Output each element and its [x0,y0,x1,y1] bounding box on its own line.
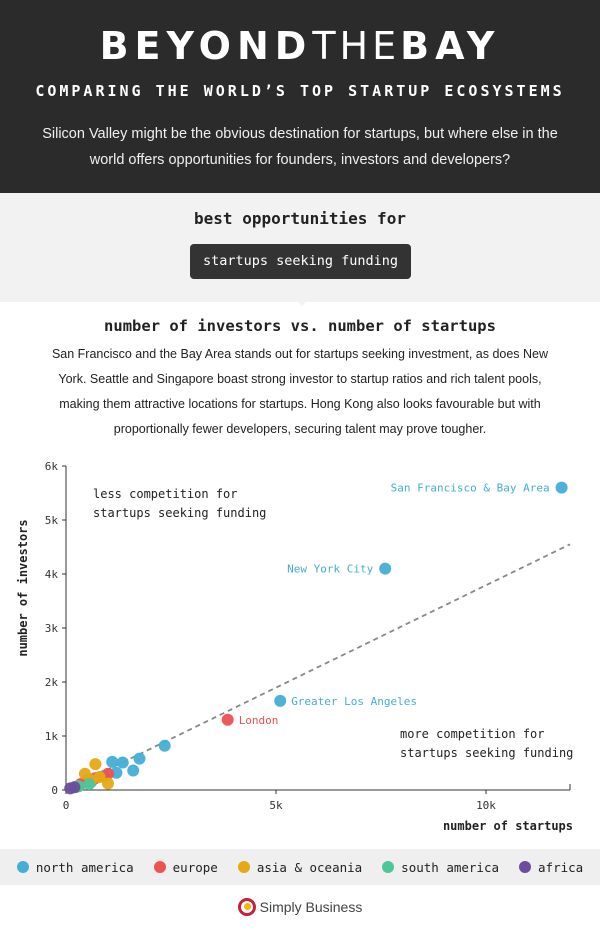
brand-name: Simply Business [259,899,363,915]
data-point [89,758,102,771]
data-point [102,777,114,790]
annotation-text: less competition for [93,487,238,501]
legend-item: asia & oceania [237,859,363,875]
y-tick-label: 0 [51,784,58,797]
chart-heading: number of investors vs. number of startu… [104,317,496,335]
data-point [158,739,171,752]
page-subtitle: COMPARING THE WORLD’S TOP STARTUP ECOSYS… [35,82,565,100]
title-word-the: THE [312,24,401,68]
data-point-label: San Francisco & Bay Area [391,482,550,495]
data-point [127,764,140,777]
chart-description: San Francisco and the Bay Area stands ou… [51,347,549,436]
y-tick-label: 3k [45,622,59,635]
data-point [116,756,129,769]
legend-swatch [16,861,29,873]
data-point [83,778,96,791]
y-tick-label: 1k [45,730,59,743]
brand-logo: Simply Business [0,898,600,916]
y-tick-label: 6k [45,460,59,473]
x-tick-label: 5k [269,799,283,812]
legend-label: south america [401,859,500,875]
header-banner: BEYONDTHEBAY COMPARING THE WORLD’S TOP S… [0,0,600,193]
legend-item: north america [16,859,134,875]
legend-swatch [153,861,166,873]
x-axis-label: number of startups [443,819,573,833]
title-word-bay: BAY [400,24,501,68]
y-tick-label: 2k [45,676,59,689]
data-point [555,481,568,494]
legend: north america europe asia & oceania south a… [0,849,600,885]
legend-label: europe [172,859,218,875]
data-point-label: London [239,714,279,727]
legend-label: north america [35,859,134,875]
x-tick-label: 0 [63,799,70,812]
legend-swatch [382,861,395,873]
pointer-notch [292,296,312,306]
title-word-beyond: BEYOND [99,24,313,68]
intro-text: Silicon Valley might be the obvious dest… [42,126,558,168]
data-point [133,752,146,765]
y-axis-label: number of investors [16,519,30,656]
page-title: BEYONDTHEBAY [0,22,600,70]
scatter-chart: 0 1k 2k 3k 4k 5k 6k 0 5k 10k number of startups num… [16,460,573,833]
annotation-text: more competition for [400,727,545,741]
best-opportunities-label: best opportunities for [194,209,406,228]
data-point [274,694,287,707]
data-point [221,713,234,726]
category-selector-button[interactable]: startups seeking funding [190,244,411,279]
legend-swatch [237,861,250,873]
legend-item: europe [153,859,218,875]
annotation-text: startups seeking funding [93,506,266,520]
legend-item: south america [382,860,499,875]
data-point [68,781,81,794]
data-point-label: Greater Los Angeles [291,695,417,708]
data-point-label: New York City [287,563,373,576]
legend-label: asia & oceania [256,859,363,875]
data-point [106,755,119,768]
annotation-text: startups seeking funding [400,746,573,760]
legend-item: africa [519,860,583,875]
y-tick-label: 5k [45,514,59,527]
brand-logo-icon [237,898,256,916]
x-tick-label: 10k [476,799,496,812]
legend-swatch [519,861,532,873]
legend-label: africa [538,859,584,875]
y-tick-label: 4k [45,568,59,581]
data-point [379,562,392,575]
reference-line [65,543,571,791]
